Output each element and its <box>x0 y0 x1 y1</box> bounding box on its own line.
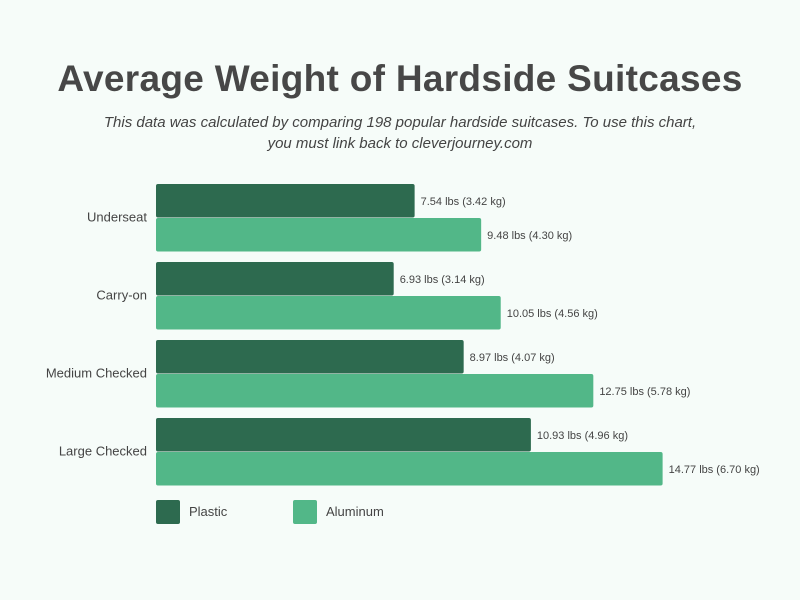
category-label: Medium Checked <box>46 366 147 381</box>
bar-plastic <box>156 340 464 374</box>
category-label: Carry-on <box>96 288 147 303</box>
data-label: 12.75 lbs (5.78 kg) <box>599 386 690 398</box>
bar-aluminum <box>156 452 663 486</box>
data-label: 10.05 lbs (4.56 kg) <box>507 308 598 320</box>
data-label: 9.48 lbs (4.30 kg) <box>487 230 572 242</box>
data-label: 6.93 lbs (3.14 kg) <box>400 274 485 286</box>
data-label: 14.77 lbs (6.70 kg) <box>669 464 760 476</box>
data-label: 7.54 lbs (3.42 kg) <box>421 196 506 208</box>
legend-swatch-plastic <box>156 500 180 524</box>
chart-subtitle: This data was calculated by comparing 19… <box>103 114 697 152</box>
bar-aluminum <box>156 218 482 252</box>
data-label: 10.93 lbs (4.96 kg) <box>537 430 628 442</box>
bar-aluminum <box>156 374 594 408</box>
chart-title: Average Weight of Hardside Suitcases <box>57 58 743 99</box>
bar-plastic <box>156 418 531 452</box>
bar-plastic <box>156 262 394 296</box>
category-label: Large Checked <box>59 444 147 459</box>
data-label: 8.97 lbs (4.07 kg) <box>470 352 555 364</box>
category-label: Underseat <box>87 210 147 225</box>
bar-aluminum <box>156 296 501 330</box>
bar-plastic <box>156 184 415 218</box>
legend-label: Aluminum <box>326 504 384 519</box>
legend-swatch-aluminum <box>293 500 317 524</box>
legend-label: Plastic <box>189 504 228 519</box>
